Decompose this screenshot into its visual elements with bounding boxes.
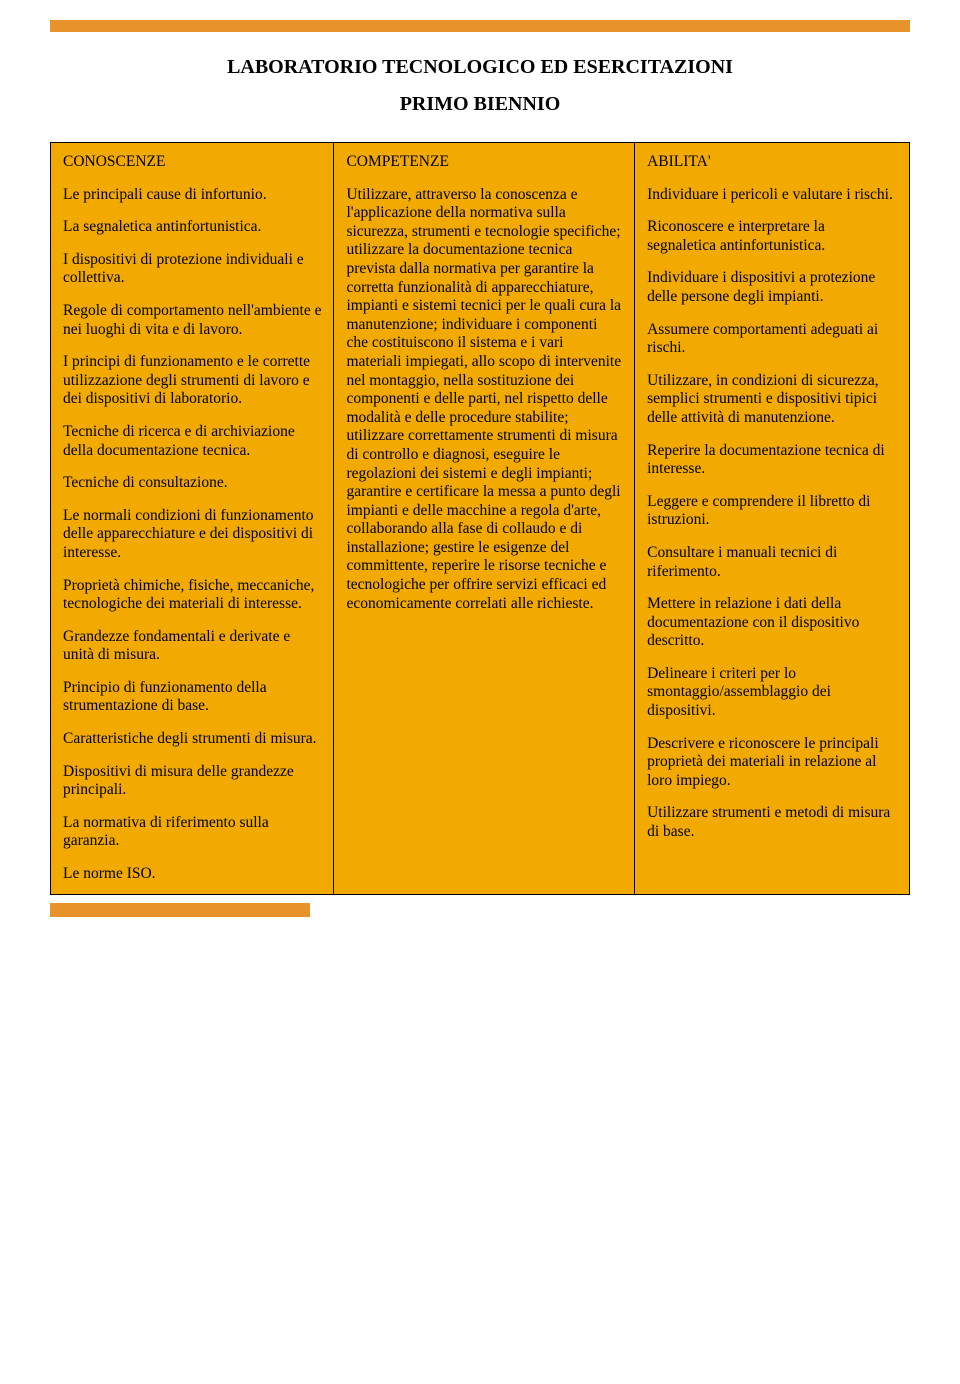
conoscenze-item: Dispositivi di misura delle grandezze pr… xyxy=(63,763,321,800)
content-row: CONOSCENZE Le principali cause di infort… xyxy=(51,143,910,895)
abilita-item: Mettere in relazione i dati della docume… xyxy=(647,595,897,651)
conoscenze-item: Tecniche di ricerca e di archiviazione d… xyxy=(63,423,321,460)
abilita-item: Riconoscere e interpretare la segnaletic… xyxy=(647,218,897,255)
conoscenze-item: Caratteristiche degli strumenti di misur… xyxy=(63,730,321,749)
conoscenze-item: Proprietà chimiche, fisiche, meccaniche,… xyxy=(63,577,321,614)
page: LABORATORIO TECNOLOGICO ED ESERCITAZIONI… xyxy=(0,0,960,947)
title-sub: PRIMO BIENNIO xyxy=(50,93,910,116)
title-main: LABORATORIO TECNOLOGICO ED ESERCITAZIONI xyxy=(50,56,910,79)
conoscenze-item: Le norme ISO. xyxy=(63,865,321,884)
abilita-item: Individuare i dispositivi a protezione d… xyxy=(647,269,897,306)
conoscenze-item: Regole di comportamento nell'ambiente e … xyxy=(63,302,321,339)
column-header-conoscenze: CONOSCENZE xyxy=(63,153,321,172)
conoscenze-item: La segnaletica antinfortunistica. xyxy=(63,218,321,237)
conoscenze-item: Grandezze fondamentali e derivate e unit… xyxy=(63,628,321,665)
content-grid: CONOSCENZE Le principali cause di infort… xyxy=(50,142,910,895)
abilita-item: Descrivere e riconoscere le principali p… xyxy=(647,735,897,791)
conoscenze-item: La normativa di riferimento sulla garanz… xyxy=(63,814,321,851)
column-header-abilita: ABILITA' xyxy=(647,153,897,172)
abilita-item: Consultare i manuali tecnici di riferime… xyxy=(647,544,897,581)
abilita-item: Delineare i criteri per lo smontaggio/as… xyxy=(647,665,897,721)
abilita-item: Utilizzare, in condizioni di sicurezza, … xyxy=(647,372,897,428)
abilita-item: Assumere comportamenti adeguati ai risch… xyxy=(647,321,897,358)
conoscenze-item: Le normali condizioni di funzionamento d… xyxy=(63,507,321,563)
column-abilita: ABILITA' Individuare i pericoli e valuta… xyxy=(635,143,910,895)
column-competenze: COMPETENZE Utilizzare, attraverso la con… xyxy=(334,143,635,895)
abilita-item: Utilizzare strumenti e metodi di misura … xyxy=(647,804,897,841)
conoscenze-item: Le principali cause di infortunio. xyxy=(63,186,321,205)
abilita-item: Individuare i pericoli e valutare i risc… xyxy=(647,186,897,205)
footer-bar xyxy=(50,903,310,917)
conoscenze-item: I principi di funzionamento e le corrett… xyxy=(63,353,321,409)
conoscenze-item: Tecniche di consultazione. xyxy=(63,474,321,493)
column-conoscenze: CONOSCENZE Le principali cause di infort… xyxy=(51,143,334,895)
title-block: LABORATORIO TECNOLOGICO ED ESERCITAZIONI… xyxy=(50,56,910,116)
abilita-item: Leggere e comprendere il libretto di ist… xyxy=(647,493,897,530)
column-header-competenze: COMPETENZE xyxy=(346,153,622,172)
conoscenze-item: I dispositivi di protezione individuali … xyxy=(63,251,321,288)
competenze-item: Utilizzare, attraverso la conoscenza e l… xyxy=(346,186,622,614)
abilita-item: Reperire la documentazione tecnica di in… xyxy=(647,442,897,479)
header-bar xyxy=(50,20,910,32)
conoscenze-item: Principio di funzionamento della strumen… xyxy=(63,679,321,716)
